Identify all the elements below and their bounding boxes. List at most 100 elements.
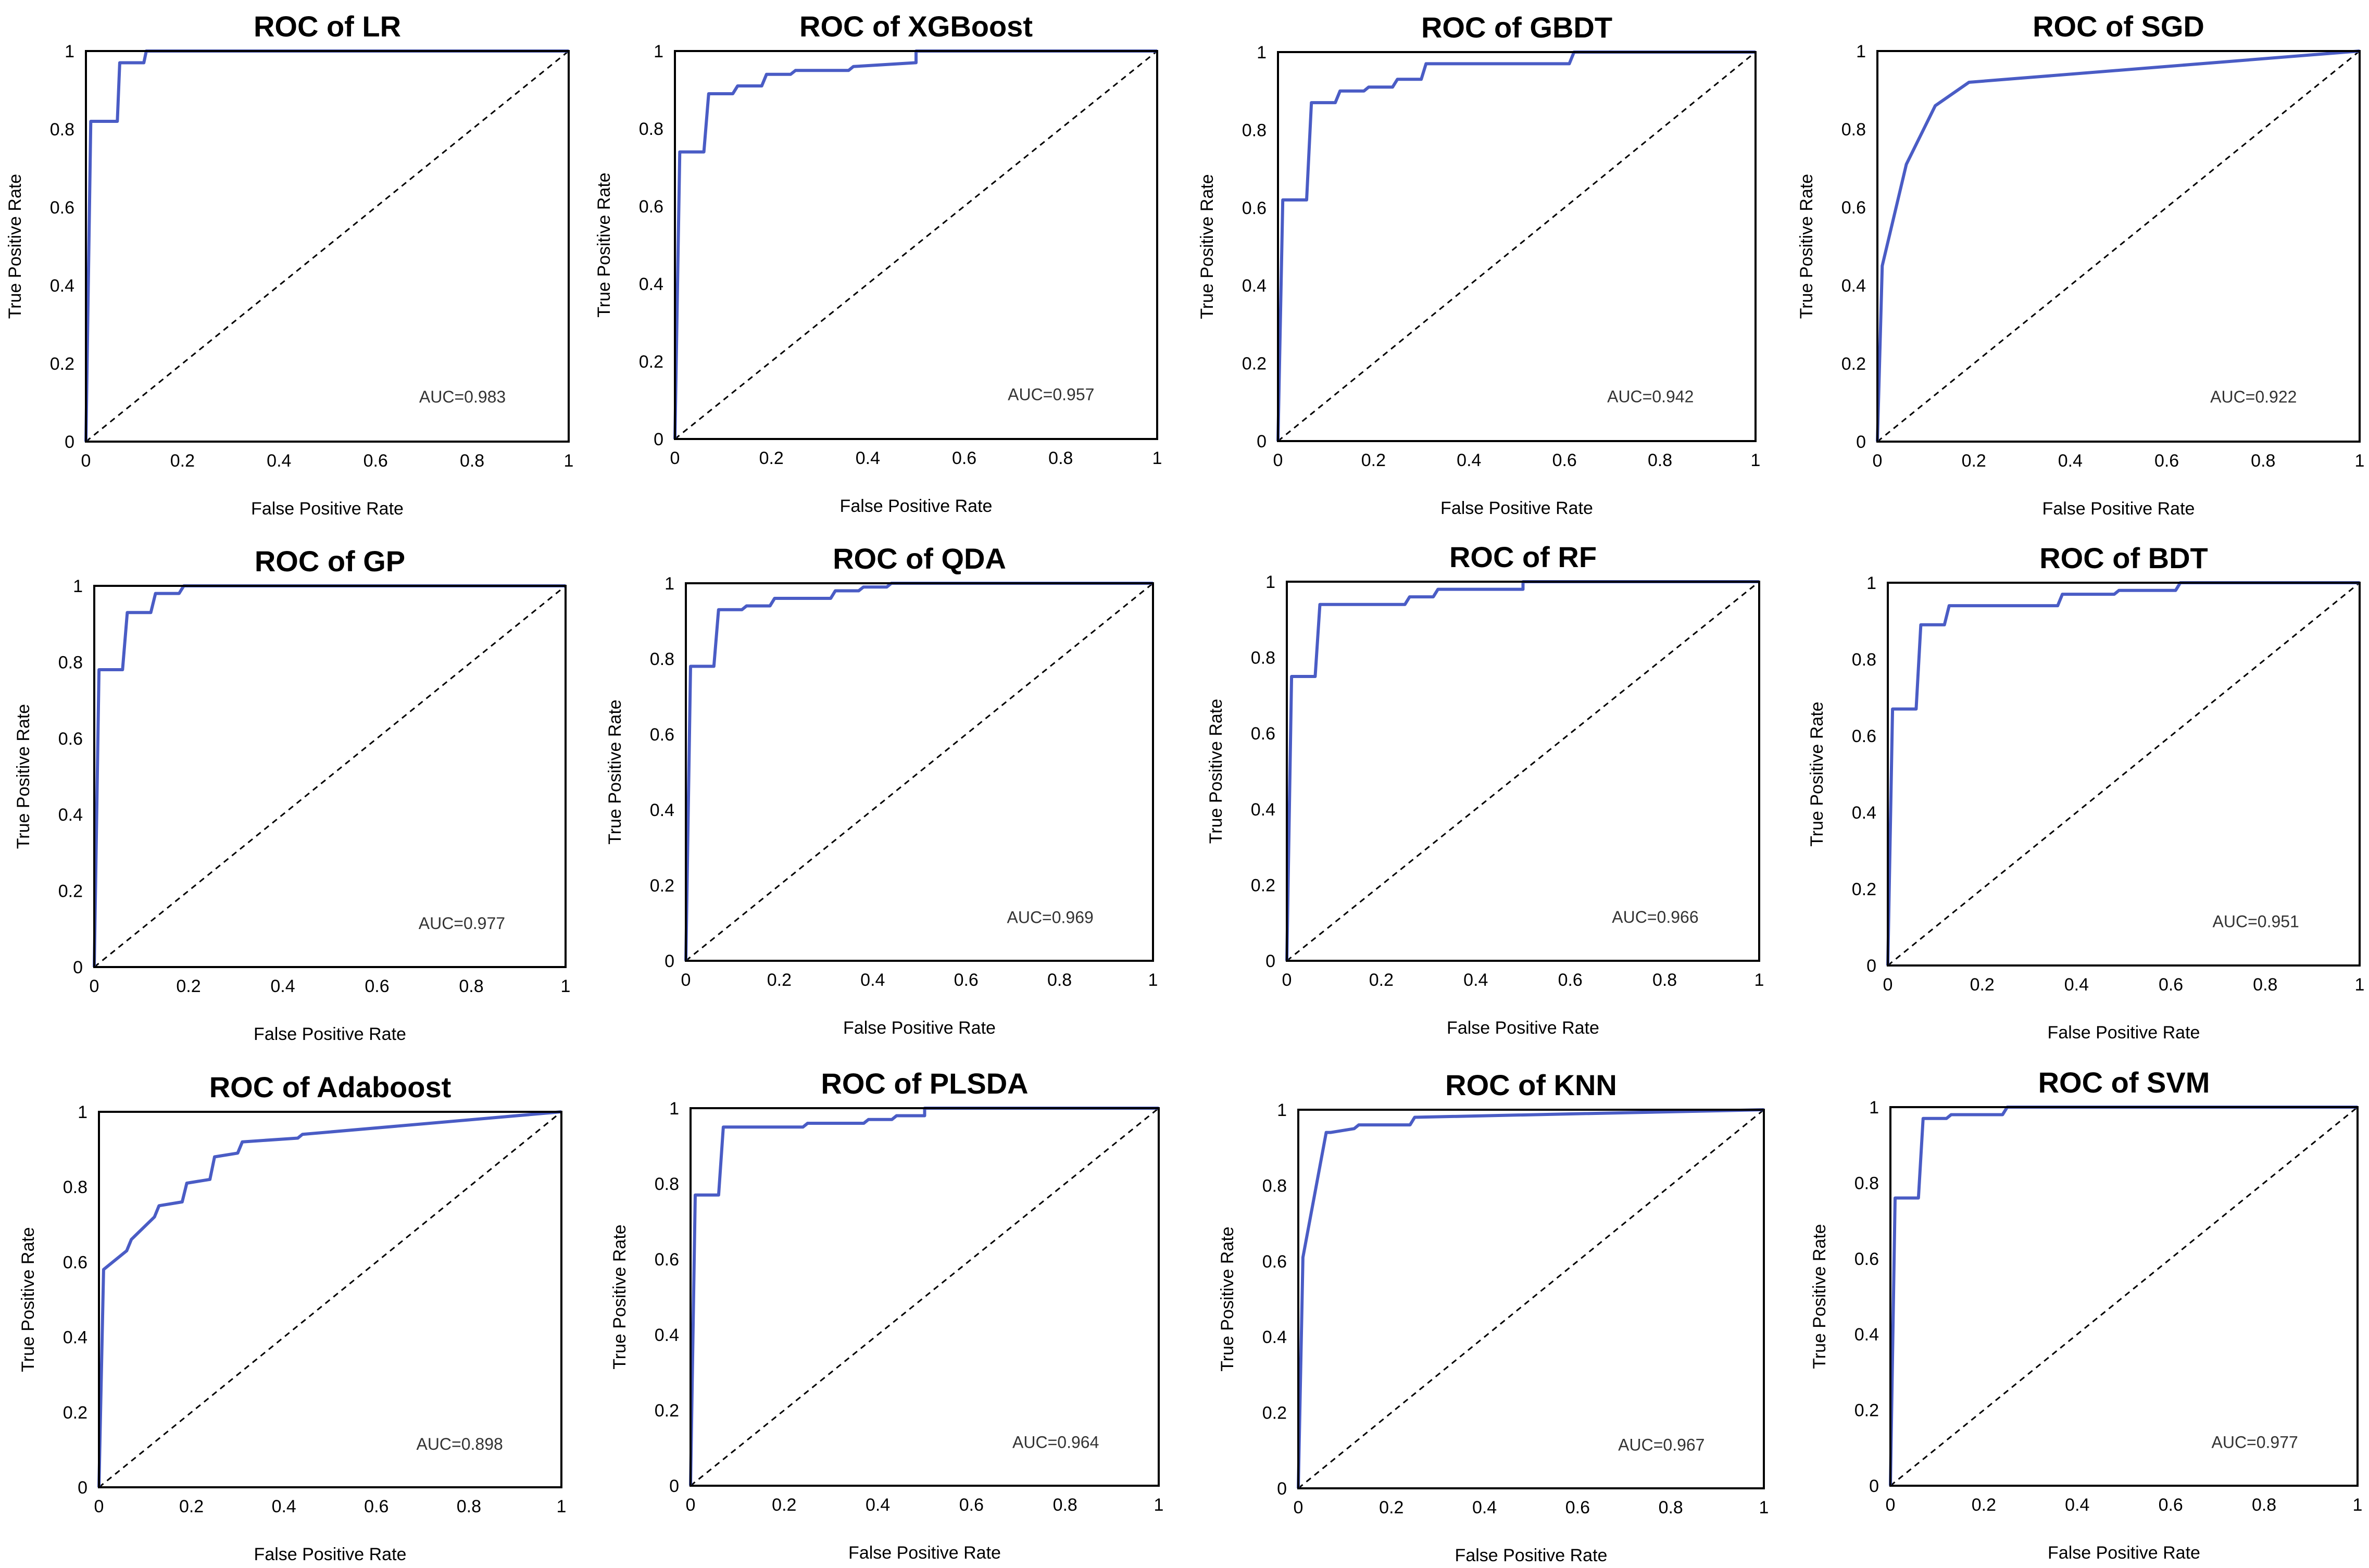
y-tick-label: 0.4 — [1852, 803, 1876, 823]
x-tick-label: 0.8 — [1053, 1495, 1077, 1515]
y-tick-label: 0.4 — [1262, 1327, 1287, 1347]
random-classifier-diagonal — [1890, 1106, 2358, 1487]
y-tick-label: 1 — [73, 576, 83, 596]
plot-frame — [85, 50, 570, 443]
auc-annotation: AUC=0.964 — [1012, 1433, 1099, 1452]
y-tick-label: 0.2 — [1841, 354, 1866, 374]
x-tick-label: 0.2 — [179, 1497, 204, 1516]
y-tick-label: 0.6 — [1262, 1252, 1287, 1272]
x-tick-label: 0.8 — [457, 1497, 481, 1516]
x-tick-label: 0.6 — [2159, 975, 2183, 995]
x-axis-label: False Positive Rate — [1447, 1018, 1599, 1038]
x-tick-label: 0.6 — [1552, 450, 1577, 470]
x-tick-label: 0 — [1294, 1498, 1303, 1517]
x-tick-label: 0.8 — [2253, 975, 2277, 995]
y-tick-label: 0.8 — [1242, 120, 1267, 140]
y-tick-label: 1 — [665, 574, 674, 594]
random-classifier-diagonal — [1887, 582, 2360, 967]
x-axis-label: False Positive Rate — [2048, 1023, 2200, 1043]
y-tick-label: 0 — [78, 1478, 87, 1498]
y-tick-label: 0 — [1257, 432, 1267, 451]
y-tick-label: 0.6 — [1841, 198, 1866, 218]
x-axis-label: False Positive Rate — [2042, 499, 2195, 519]
x-tick-label: 0.2 — [1361, 450, 1386, 470]
roc-panel-3: ROC of SGD 0 0.2 0.4 0.6 0.8 1 0 0.2 0.4 0.6 0.8 1 Fa… — [1797, 10, 2364, 519]
x-tick-label: 0.6 — [1565, 1498, 1590, 1517]
auc-annotation: AUC=0.957 — [1008, 385, 1094, 404]
x-tick-label: 0 — [686, 1495, 696, 1515]
x-tick-label: 0.6 — [364, 451, 388, 471]
x-tick-label: 0 — [1883, 975, 1893, 995]
roc-panel-11: ROC of SVM 0 0.2 0.4 0.6 0.8 1 0 0.2 0.4 0.6 0.8 1 Fa… — [1810, 1066, 2362, 1563]
y-tick-label: 1 — [669, 1099, 679, 1119]
y-axis-label: True Positive Rate — [14, 704, 33, 849]
x-tick-label: 0.2 — [1379, 1498, 1403, 1517]
random-classifier-diagonal — [94, 585, 566, 968]
y-tick-label: 0.4 — [1251, 800, 1275, 820]
y-tick-label: 0.2 — [639, 352, 663, 372]
random-classifier-diagonal — [98, 1111, 562, 1488]
x-tick-label: 0.6 — [1558, 970, 1583, 990]
y-tick-label: 0.8 — [1262, 1176, 1287, 1196]
x-tick-label: 1 — [1152, 448, 1162, 468]
x-tick-label: 0.6 — [364, 1497, 388, 1516]
random-classifier-diagonal — [85, 50, 569, 443]
roc-panel-1: ROC of XGBoost 0 0.2 0.4 0.6 0.8 1 0 0.2 0.4 0.6 0.… — [594, 10, 1162, 516]
y-tick-label: 0.2 — [1242, 354, 1267, 374]
y-tick-label: 0.8 — [50, 120, 74, 140]
x-axis-label: False Positive Rate — [840, 496, 993, 516]
auc-annotation: AUC=0.977 — [2211, 1433, 2298, 1451]
x-tick-label: 0.4 — [2065, 1495, 2089, 1515]
x-axis-label: False Positive Rate — [254, 1024, 406, 1044]
roc-panel-0: ROC of LR 0 0.2 0.4 0.6 0.8 1 0 0.2 0.4 0.6 0.8 1 Fal… — [5, 10, 573, 519]
plot-frame — [690, 1107, 1160, 1487]
roc-panel-6: ROC of RF 0 0.2 0.4 0.6 0.8 1 0 0.2 0.4 0.6 0.8 1 Fal… — [1206, 541, 1764, 1038]
x-tick-label: 0 — [1873, 451, 1883, 471]
y-axis-label: True Positive Rate — [1797, 174, 1816, 319]
x-tick-label: 0.2 — [176, 976, 200, 996]
plot-frame — [674, 50, 1158, 440]
y-tick-label: 0.4 — [1854, 1325, 1879, 1345]
y-tick-label: 0.8 — [1854, 1173, 1879, 1193]
y-tick-label: 0 — [669, 1476, 679, 1496]
x-axis-label: False Positive Rate — [2048, 1543, 2200, 1563]
x-tick-label: 0.8 — [1652, 970, 1677, 990]
random-classifier-diagonal — [1877, 50, 2360, 443]
roc-curve-line — [1876, 49, 2360, 442]
y-tick-label: 0.8 — [1852, 650, 1876, 670]
chart-title: ROC of Adaboost — [209, 1071, 452, 1103]
x-tick-label: 0.6 — [2159, 1495, 2183, 1515]
y-tick-label: 0 — [665, 951, 674, 971]
roc-curve-line — [93, 584, 566, 968]
x-tick-label: 0.6 — [954, 970, 979, 990]
x-tick-label: 0.2 — [772, 1495, 796, 1515]
y-tick-label: 0.6 — [639, 197, 663, 217]
chart-title: ROC of RF — [1449, 541, 1597, 573]
y-tick-label: 0 — [1856, 432, 1866, 452]
y-tick-label: 0 — [1869, 1476, 1879, 1496]
x-tick-label: 1 — [561, 976, 571, 996]
x-tick-label: 1 — [2353, 1495, 2363, 1515]
roc-panel-5: ROC of QDA 0 0.2 0.4 0.6 0.8 1 0 0.2 0.4 0.6 0.8 1 Fa… — [605, 542, 1158, 1038]
y-tick-label: 0.6 — [63, 1252, 87, 1272]
plot-frame — [685, 582, 1154, 962]
y-tick-label: 0.8 — [63, 1177, 87, 1197]
x-tick-label: 1 — [557, 1497, 567, 1516]
plot-frame — [1286, 581, 1760, 962]
chart-title: ROC of GBDT — [1421, 11, 1612, 44]
x-tick-label: 0.4 — [270, 976, 295, 996]
y-tick-label: 0.4 — [1242, 276, 1267, 296]
y-tick-label: 0.6 — [58, 729, 83, 749]
x-tick-label: 0 — [1886, 1495, 1896, 1515]
x-tick-label: 1 — [1148, 970, 1158, 990]
y-axis-label: True Positive Rate — [1197, 174, 1217, 319]
y-tick-label: 0.8 — [1841, 120, 1866, 140]
plot-frame — [1876, 50, 2361, 443]
y-axis-label: True Positive Rate — [1206, 699, 1226, 844]
y-tick-label: 0.2 — [58, 882, 83, 901]
y-tick-label: 0 — [1866, 956, 1876, 976]
x-tick-label: 0.4 — [1472, 1498, 1497, 1517]
y-tick-label: 0.8 — [58, 653, 83, 672]
roc-panel-9: ROC of PLSDA 0 0.2 0.4 0.6 0.8 1 0 0.2 0.4 0.6 0.8 1… — [610, 1067, 1163, 1563]
x-tick-label: 0.6 — [959, 1495, 984, 1515]
